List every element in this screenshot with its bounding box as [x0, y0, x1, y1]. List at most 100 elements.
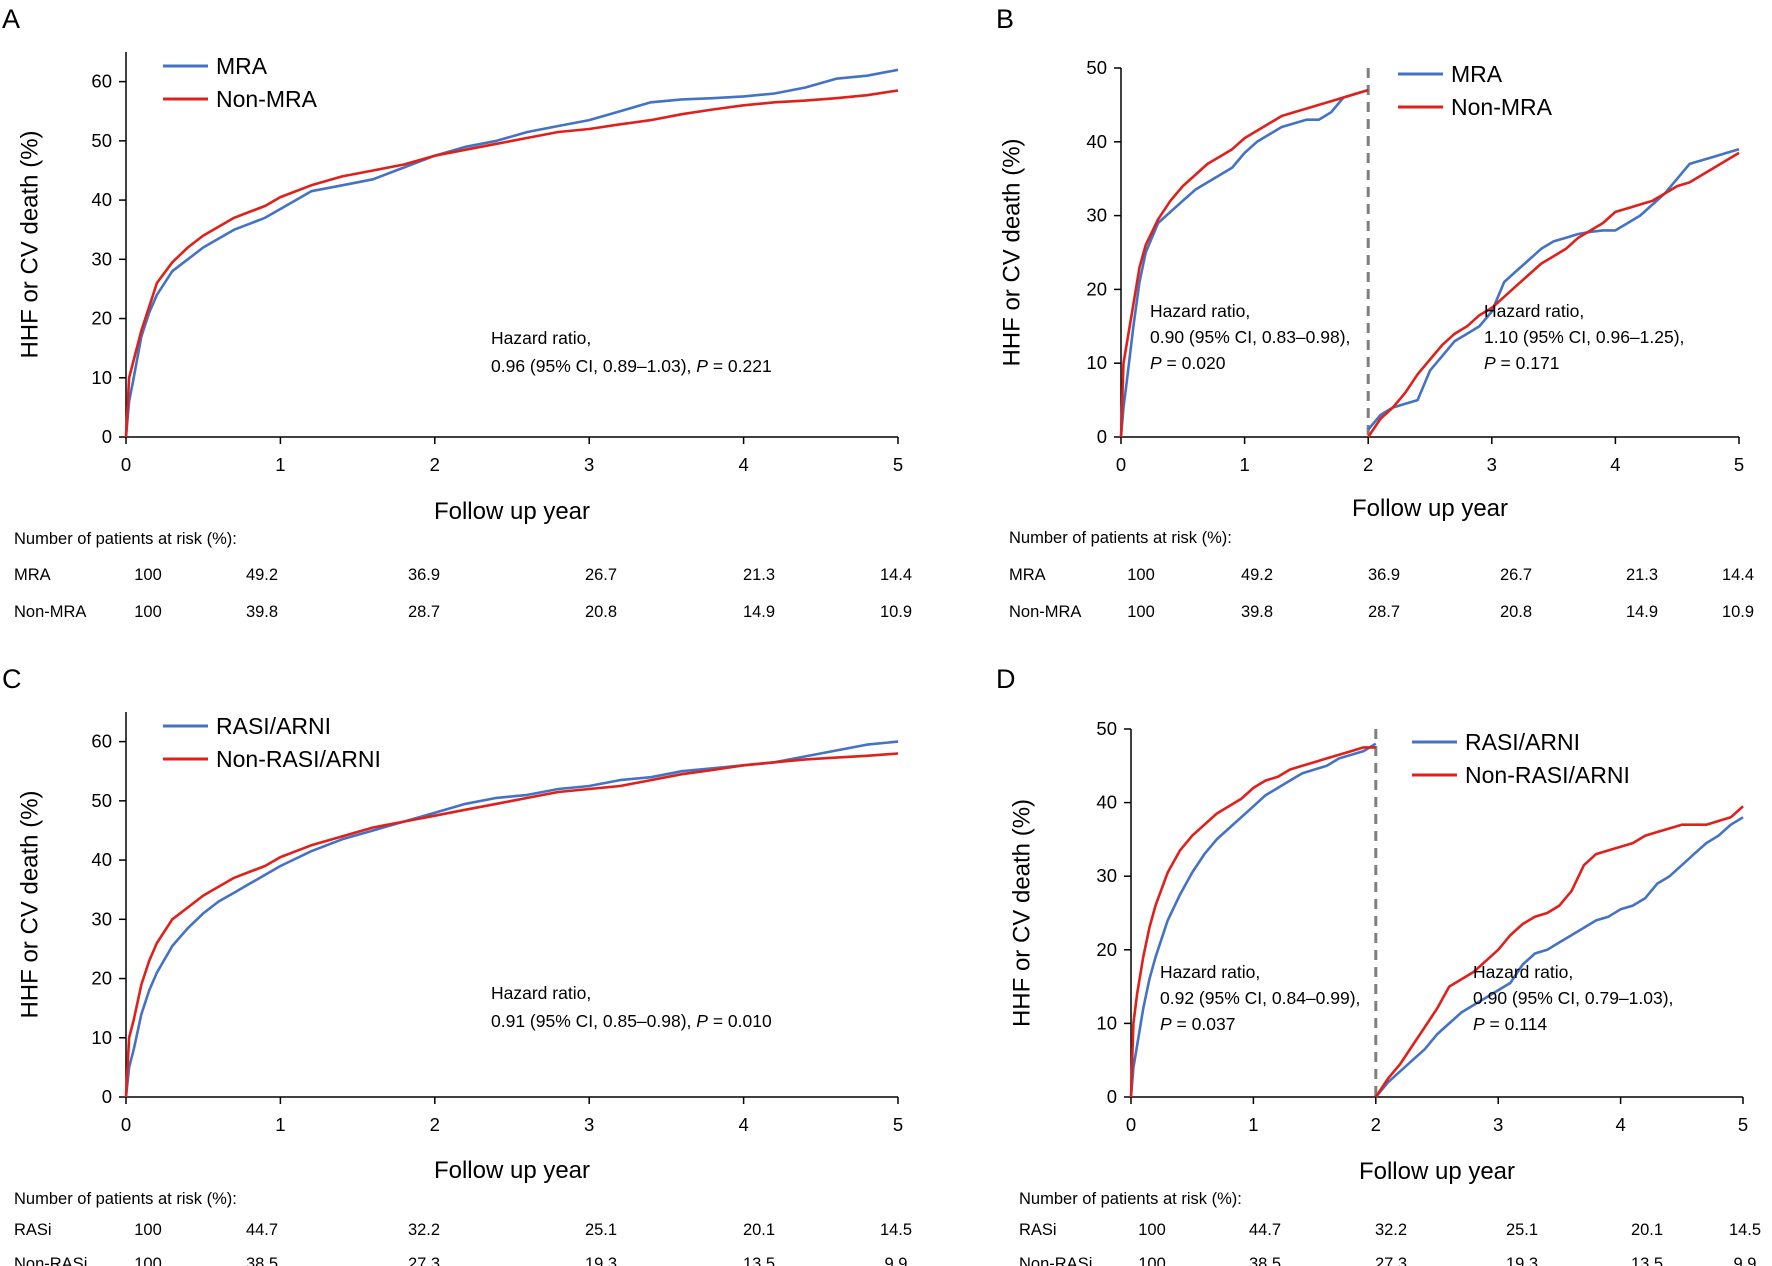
series-line-non-mra	[124, 89, 899, 438]
x-tick-label: 2	[1363, 454, 1373, 475]
hazard-ratio-line: P = 0.114	[1473, 1014, 1547, 1034]
risk-cell-value: 14.9	[1626, 603, 1658, 621]
panel-letter: A	[2, 4, 20, 34]
y-axis-title: HHF or CV death (%)	[17, 790, 44, 1018]
risk-table-title: Number of patients at risk (%):	[14, 1190, 237, 1208]
risk-cell-value: 20.1	[743, 1221, 775, 1239]
risk-cell-value: 44.7	[246, 1221, 278, 1239]
x-tick-label: 0	[1116, 454, 1126, 475]
x-tick-label: 1	[275, 1114, 285, 1135]
x-tick-label: 2	[1371, 1114, 1381, 1135]
series-line-non-rasi-arni	[1129, 746, 1376, 1098]
p-value: = 0.037	[1172, 1014, 1236, 1034]
panel-letter: B	[996, 4, 1014, 34]
p-symbol: P	[696, 356, 708, 376]
hazard-ratio-line: Hazard ratio,	[1473, 962, 1573, 982]
legend-label: Non-MRA	[1451, 94, 1553, 120]
x-tick-label: 3	[584, 1114, 594, 1135]
hazard-ratio-line: 0.90 (95% CI, 0.79–1.03),	[1473, 988, 1673, 1008]
panel-d: D 0 10 20 30 40 50 0 1 2 3 4 5 Follow up year HHF or C…	[996, 664, 1761, 1266]
risk-cell-value: 100	[134, 566, 162, 584]
x-tick-label: 1	[1239, 454, 1249, 475]
y-tick-label: 20	[91, 308, 112, 329]
series-line-non-rasi-arni	[1374, 805, 1744, 1098]
y-tick-label: 30	[91, 248, 112, 269]
risk-cell-value: 32.2	[408, 1221, 440, 1239]
x-tick-label: 1	[1248, 1114, 1258, 1135]
series-line-rasi-arni	[124, 740, 899, 1098]
x-tick-label: 5	[1734, 454, 1744, 475]
risk-cell-value: 27.3	[1375, 1255, 1407, 1266]
series-line-non-mra	[1367, 151, 1740, 438]
p-value: = 0.171	[1496, 353, 1560, 373]
risk-cell-value: 13.5	[743, 1255, 775, 1266]
y-tick-label: 10	[1086, 352, 1107, 373]
risk-cell-value: 20.8	[585, 603, 617, 621]
y-tick-label: 10	[1096, 1012, 1117, 1033]
x-tick-label: 0	[1126, 1114, 1136, 1135]
risk-cell-value: 28.7	[408, 603, 440, 621]
risk-cell-value: 49.2	[1241, 566, 1273, 584]
y-tick-label: 20	[91, 968, 112, 989]
risk-cell-value: 14.4	[1722, 566, 1754, 584]
hazard-ratio-line: 0.91 (95% CI, 0.85–0.98), P = 0.010	[491, 1011, 772, 1031]
x-tick-label: 3	[1487, 454, 1497, 475]
x-tick-label: 4	[1610, 454, 1620, 475]
y-tick-label: 40	[91, 849, 112, 870]
y-tick-label: 40	[1096, 792, 1117, 813]
risk-cell-value: 14.5	[880, 1221, 912, 1239]
x-tick-label: 5	[1738, 1114, 1748, 1135]
p-symbol: P	[1473, 1014, 1485, 1034]
legend-label: RASI/ARNI	[1465, 729, 1580, 755]
risk-cell-value: 36.9	[1368, 566, 1400, 584]
p-value: = 0.010	[708, 1011, 772, 1031]
series-line-rasi-arni	[1129, 742, 1377, 1098]
y-axis-title: HHF or CV death (%)	[17, 130, 44, 358]
x-tick-label: 0	[121, 454, 131, 475]
risk-cell-value: 21.3	[1626, 566, 1658, 584]
risk-cell-value: 100	[134, 1221, 162, 1239]
y-tick-label: 60	[91, 731, 112, 752]
panel-letter: C	[2, 664, 22, 694]
risk-cell-value: 19.3	[585, 1255, 617, 1266]
risk-table-title: Number of patients at risk (%):	[14, 530, 237, 548]
y-axis-title: HHF or CV death (%)	[1009, 799, 1036, 1027]
x-tick-label: 0	[121, 1114, 131, 1135]
x-tick-label: 1	[275, 454, 285, 475]
series-line-non-mra	[1119, 88, 1369, 438]
y-tick-label: 20	[1086, 278, 1107, 299]
y-tick-label: 0	[1097, 426, 1107, 447]
panel-c: C 0 10 20 30 40 50 60 0 1 2 3 4 5 Follow up year HHF or…	[2, 664, 912, 1266]
legend-label: MRA	[1451, 61, 1503, 87]
y-tick-label: 30	[1086, 205, 1107, 226]
risk-row-label: MRA	[14, 566, 51, 584]
y-tick-label: 10	[91, 367, 112, 388]
risk-cell-value: 39.8	[1241, 603, 1273, 621]
x-tick-label: 2	[430, 454, 440, 475]
series-line-mra	[1367, 147, 1740, 431]
x-tick-label: 5	[893, 454, 903, 475]
risk-cell-value: 25.1	[1506, 1221, 1538, 1239]
risk-cell-value: 36.9	[408, 566, 440, 584]
risk-cell-value: 20.8	[1500, 603, 1532, 621]
risk-row-label: Non-MRA	[14, 603, 86, 621]
risk-cell-value: 27.3	[408, 1255, 440, 1266]
x-tick-label: 4	[738, 1114, 748, 1135]
y-tick-label: 50	[91, 790, 112, 811]
p-symbol: P	[1150, 353, 1162, 373]
risk-row-label: Non-RASi	[14, 1255, 87, 1266]
y-tick-label: 50	[1086, 57, 1107, 78]
x-axis-title: Follow up year	[434, 1157, 590, 1184]
y-tick-label: 20	[1096, 939, 1117, 960]
x-tick-label: 3	[584, 454, 594, 475]
y-tick-label: 50	[1096, 718, 1117, 739]
hazard-ratio-line: Hazard ratio,	[1160, 962, 1260, 982]
risk-row-label: RASi	[14, 1221, 52, 1239]
x-tick-label: 4	[738, 454, 748, 475]
legend-label: Non-RASI/ARNI	[1465, 762, 1630, 788]
x-tick-label: 3	[1493, 1114, 1503, 1135]
panel-b: B 0 10 20 30 40 50 0 1 2 3 4 5 Follow up year HHF or C…	[996, 4, 1754, 621]
risk-cell-value: 25.1	[585, 1221, 617, 1239]
risk-cell-value: 14.9	[743, 603, 775, 621]
y-axis-title: HHF or CV death (%)	[999, 138, 1026, 366]
